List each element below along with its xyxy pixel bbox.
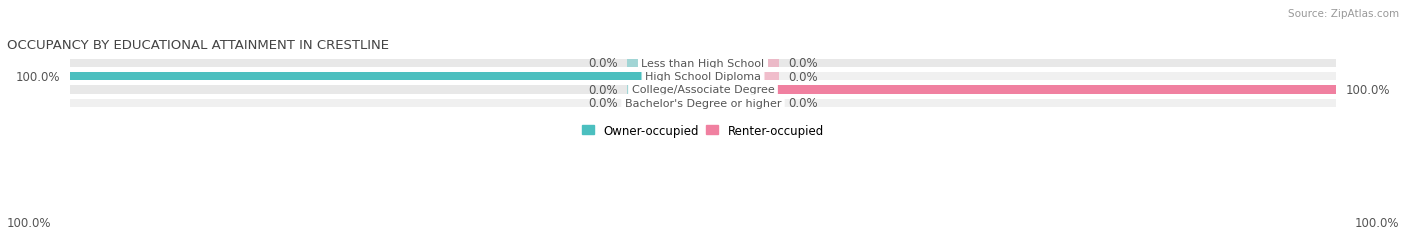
Text: Less than High School: Less than High School — [641, 59, 765, 69]
Text: 0.0%: 0.0% — [789, 97, 818, 110]
Bar — [627, 60, 703, 68]
Text: OCCUPANCY BY EDUCATIONAL ATTAINMENT IN CRESTLINE: OCCUPANCY BY EDUCATIONAL ATTAINMENT IN C… — [7, 39, 388, 52]
Bar — [70, 86, 1336, 94]
Text: 0.0%: 0.0% — [588, 84, 617, 97]
Text: Bachelor's Degree or higher: Bachelor's Degree or higher — [624, 98, 782, 108]
Text: Source: ZipAtlas.com: Source: ZipAtlas.com — [1288, 9, 1399, 19]
Bar — [627, 86, 703, 94]
Bar — [703, 73, 779, 81]
Text: 100.0%: 100.0% — [15, 70, 60, 83]
Bar — [70, 73, 1336, 81]
Bar — [70, 99, 1336, 107]
Bar — [703, 86, 1336, 94]
Text: 100.0%: 100.0% — [7, 216, 52, 229]
Text: 0.0%: 0.0% — [588, 57, 617, 70]
Text: High School Diploma: High School Diploma — [645, 72, 761, 82]
Text: 0.0%: 0.0% — [789, 70, 818, 83]
Bar — [70, 60, 1336, 68]
Text: 0.0%: 0.0% — [588, 97, 617, 110]
Bar — [70, 73, 703, 81]
Bar — [703, 60, 779, 68]
Text: 100.0%: 100.0% — [1354, 216, 1399, 229]
Text: College/Associate Degree: College/Associate Degree — [631, 85, 775, 95]
Text: 100.0%: 100.0% — [1346, 84, 1391, 97]
Legend: Owner-occupied, Renter-occupied: Owner-occupied, Renter-occupied — [582, 124, 824, 137]
Bar — [627, 99, 703, 107]
Text: 0.0%: 0.0% — [789, 57, 818, 70]
Bar — [703, 99, 779, 107]
